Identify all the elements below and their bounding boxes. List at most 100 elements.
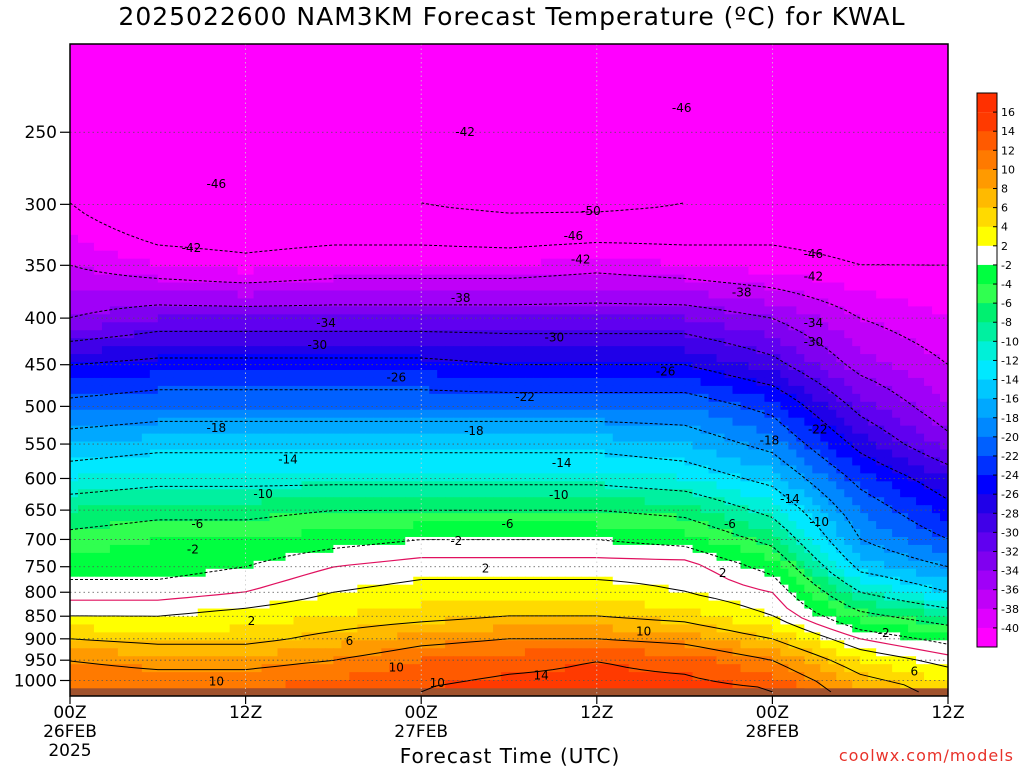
heat-cell bbox=[205, 218, 215, 228]
heat-cell bbox=[604, 179, 614, 188]
heat-cell bbox=[732, 44, 742, 53]
heat-cell bbox=[620, 377, 630, 387]
heat-cell bbox=[285, 123, 295, 133]
heat-cell bbox=[804, 147, 813, 156]
heat-cell bbox=[820, 123, 829, 133]
heat-cell bbox=[397, 298, 406, 307]
heat-cell bbox=[844, 377, 853, 387]
heat-cell bbox=[349, 107, 358, 117]
heat-cell bbox=[197, 393, 207, 403]
heat-cell bbox=[141, 147, 151, 156]
heat-cell bbox=[836, 67, 845, 77]
heat-cell bbox=[70, 385, 79, 395]
heat-cell bbox=[844, 226, 853, 236]
heat-cell bbox=[764, 99, 773, 109]
heat-cell bbox=[453, 370, 462, 379]
heat-cell bbox=[301, 338, 311, 347]
heat-cell bbox=[876, 226, 885, 236]
heat-cell bbox=[876, 44, 885, 53]
heat-cell bbox=[157, 282, 167, 292]
heat-cell bbox=[860, 385, 869, 395]
heat-cell bbox=[820, 67, 829, 77]
heat-cell bbox=[772, 330, 781, 339]
heat-cell bbox=[812, 385, 821, 395]
heat-cell bbox=[820, 234, 829, 244]
heat-cell bbox=[524, 298, 534, 307]
heat-cell bbox=[700, 282, 710, 292]
heat-cell bbox=[285, 210, 295, 220]
heat-cell bbox=[237, 393, 247, 403]
heat-cell bbox=[572, 362, 582, 371]
heat-cell bbox=[612, 155, 622, 164]
heat-cell bbox=[421, 290, 430, 300]
heat-cell bbox=[572, 242, 582, 252]
heat-cell bbox=[924, 370, 933, 379]
heat-cell bbox=[117, 163, 127, 172]
heat-cell bbox=[780, 290, 789, 300]
heat-cell bbox=[884, 155, 893, 164]
heat-cell bbox=[692, 234, 702, 244]
heat-cell bbox=[70, 250, 79, 260]
heat-cell bbox=[876, 330, 885, 339]
heat-cell bbox=[437, 258, 446, 268]
heat-cell bbox=[93, 330, 103, 339]
heat-cell bbox=[628, 370, 638, 379]
heat-cell bbox=[860, 195, 869, 204]
heat-cell bbox=[628, 203, 638, 212]
heat-cell bbox=[796, 282, 805, 292]
heat-cell bbox=[780, 195, 789, 204]
heat-cell bbox=[181, 306, 191, 315]
heat-cell bbox=[892, 67, 901, 77]
heat-cell bbox=[157, 115, 167, 125]
heat-cell bbox=[620, 99, 630, 109]
heat-cell bbox=[173, 171, 183, 180]
heat-cell bbox=[540, 163, 550, 172]
heat-cell bbox=[445, 187, 454, 196]
heat-cell bbox=[668, 99, 678, 109]
heat-cell bbox=[141, 226, 151, 236]
heat-cell bbox=[157, 314, 167, 323]
heat-cell bbox=[93, 306, 103, 315]
heat-cell bbox=[189, 330, 199, 339]
heat-cell bbox=[477, 59, 486, 69]
heat-cell bbox=[221, 195, 231, 204]
heat-cell bbox=[868, 354, 877, 363]
heat-cell bbox=[844, 179, 853, 188]
heat-cell bbox=[780, 306, 789, 315]
heat-cell bbox=[660, 330, 670, 339]
heat-cell bbox=[405, 258, 414, 268]
heat-cell bbox=[708, 322, 718, 331]
heat-cell bbox=[652, 210, 662, 220]
heat-cell bbox=[604, 314, 614, 323]
heat-cell bbox=[453, 242, 462, 252]
heat-cell bbox=[261, 226, 271, 236]
heat-cell bbox=[844, 195, 853, 204]
heat-cell bbox=[772, 234, 781, 244]
heat-cell bbox=[389, 155, 398, 164]
heat-cell bbox=[165, 107, 175, 117]
heat-cell bbox=[229, 203, 239, 212]
heat-cell bbox=[692, 338, 702, 347]
heat-cell bbox=[381, 266, 390, 276]
heat-cell bbox=[397, 322, 406, 331]
heat-cell bbox=[213, 115, 223, 125]
heat-cell bbox=[365, 139, 374, 148]
heat-cell bbox=[509, 290, 518, 300]
heat-cell bbox=[756, 354, 766, 363]
heat-cell bbox=[413, 226, 422, 236]
heat-cell bbox=[325, 242, 334, 252]
heat-cell bbox=[189, 385, 199, 395]
heat-cell bbox=[141, 99, 151, 109]
heat-cell bbox=[700, 83, 710, 93]
heat-cell bbox=[365, 51, 374, 61]
heat-cell bbox=[229, 250, 239, 260]
heat-cell bbox=[548, 51, 558, 61]
heat-cell bbox=[501, 131, 510, 141]
heat-cell bbox=[868, 393, 877, 403]
heat-cell bbox=[732, 370, 742, 379]
heat-cell bbox=[564, 155, 574, 164]
heat-cell bbox=[109, 44, 119, 53]
heat-cell bbox=[932, 203, 941, 212]
heat-cell bbox=[85, 258, 95, 268]
heat-cell bbox=[620, 59, 630, 69]
